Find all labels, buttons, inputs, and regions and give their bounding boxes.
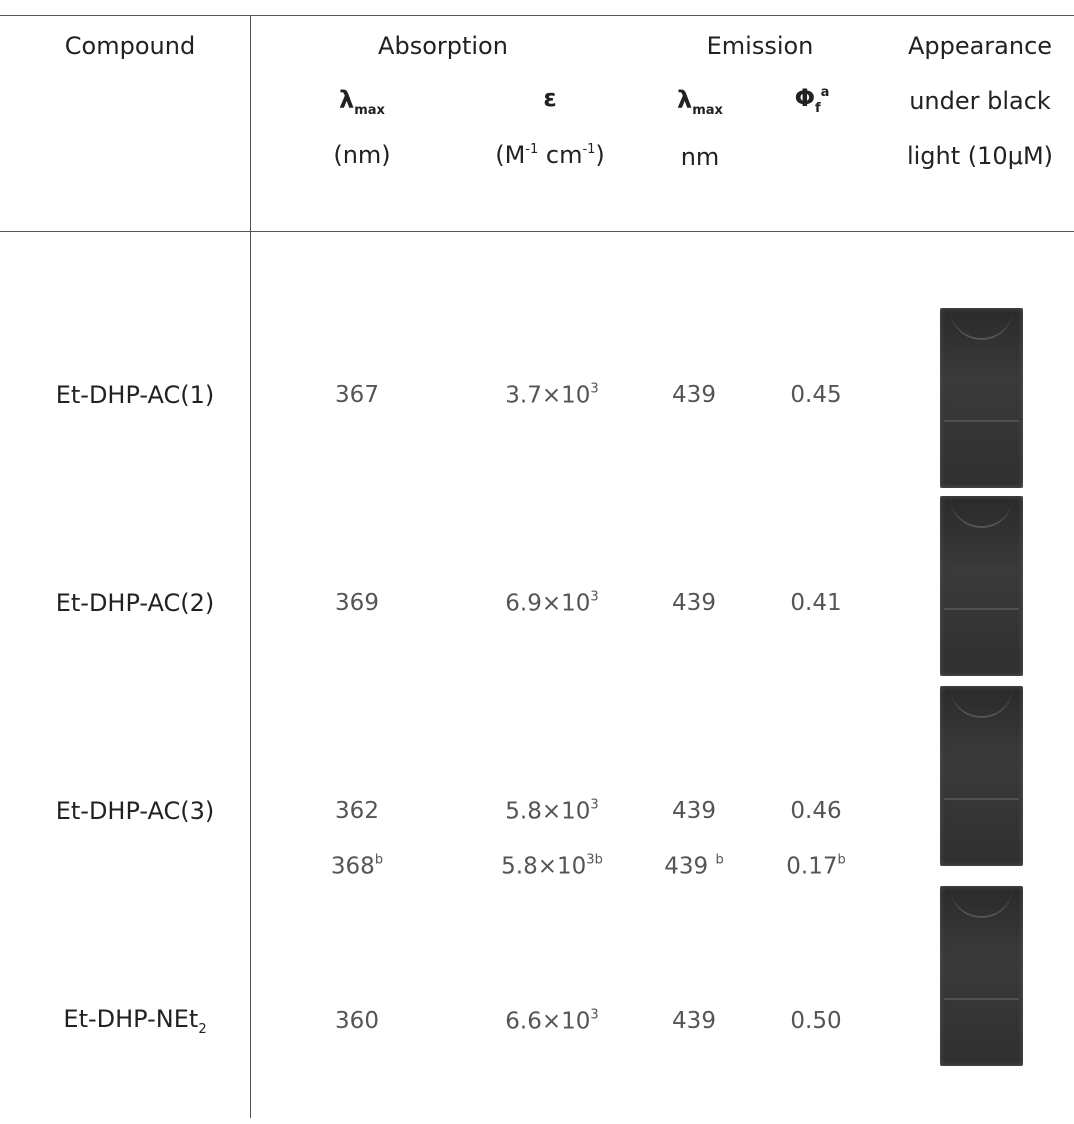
cell-phi: 0.41 <box>790 590 841 616</box>
cell-epsilon-superscript: 3 <box>590 798 598 813</box>
header-appearance-text: under black <box>909 87 1051 115</box>
cell-epsilon: 5.8×103b <box>501 853 603 880</box>
header-phi-subscript: f <box>815 101 821 116</box>
cuvette-image <box>940 308 1023 488</box>
header-compound-text: Compound <box>65 32 195 60</box>
cell-epsilon-superscript: 3 <box>590 590 598 605</box>
cell-lambda-em: 439 <box>672 1008 716 1034</box>
header-appearance: under black <box>909 87 1051 115</box>
header-epsilon: ε <box>543 84 556 112</box>
header-appearance-text: Appearance <box>908 32 1052 60</box>
cell-epsilon-superscript: 3 <box>590 1008 598 1023</box>
cell-lambda-em: 439 <box>672 382 716 408</box>
cell-phi-text: 0.45 <box>790 382 841 408</box>
header-absorption-text: Absorption <box>378 32 508 60</box>
cell-lambda-abs: 368b <box>331 853 383 880</box>
header-lambda-em-subscript: max <box>692 103 723 118</box>
cell-lambda-abs-text: 360 <box>335 1008 379 1034</box>
cell-epsilon-text: 5.8×10 <box>501 854 586 880</box>
header-appearance-text: light (10μM) <box>907 142 1053 170</box>
cell-lambda-abs-text: 367 <box>335 382 379 408</box>
cell-lambda-em-text: 439 <box>664 854 715 880</box>
header-lambda-abs: λmax <box>339 86 385 118</box>
header-epsilon-text: ε <box>543 84 556 112</box>
compound-name-text: Et-DHP-AC(3) <box>56 797 215 825</box>
cell-epsilon: 5.8×103 <box>505 798 598 825</box>
header-emission: Emission <box>707 32 814 60</box>
cell-lambda-abs-superscript: b <box>375 853 383 868</box>
cell-epsilon: 6.6×103 <box>505 1008 598 1035</box>
cell-phi: 0.45 <box>790 382 841 408</box>
unit-part: cm <box>538 141 582 169</box>
header-lambda-abs-subscript: max <box>354 103 385 118</box>
cuvette-image <box>940 686 1023 866</box>
cell-epsilon-superscript: 3b <box>586 853 603 868</box>
cell-lambda-abs-text: 369 <box>335 590 379 616</box>
cell-lambda-abs: 367 <box>335 382 379 408</box>
cell-lambda-em-text: 439 <box>672 1008 716 1034</box>
header-emission-text: Emission <box>707 32 814 60</box>
top-rule <box>0 15 1074 16</box>
cell-lambda-em-superscript: b <box>715 853 723 868</box>
header-absorption: Absorption <box>378 32 508 60</box>
unit-part: -1 <box>525 142 538 157</box>
column-rule <box>250 15 251 1118</box>
cell-epsilon-superscript: 3 <box>590 382 598 397</box>
header-lambda-em-text: λ <box>677 86 692 114</box>
cuvette-image <box>940 886 1023 1066</box>
header-abs-unit-text: (nm) <box>333 141 390 169</box>
compound-name: Et-DHP-NEt2 <box>63 1005 206 1037</box>
compound-name: Et-DHP-AC(1) <box>56 381 215 409</box>
cell-epsilon-text: 3.7×10 <box>505 383 590 409</box>
header-phi: Φfa <box>795 84 830 116</box>
compound-name: Et-DHP-AC(3) <box>56 797 215 825</box>
header-em-unit: nm <box>681 143 720 171</box>
page: Compound Absorption Emission Appearance unde… <box>0 0 1074 1124</box>
cell-lambda-abs-text: 362 <box>335 798 379 824</box>
cell-phi-text: 0.46 <box>790 798 841 824</box>
cell-lambda-abs: 360 <box>335 1008 379 1034</box>
compound-name-text: Et-DHP-NEt <box>63 1005 198 1033</box>
unit-part: ) <box>595 141 604 169</box>
cell-lambda-abs-text: 368 <box>331 854 375 880</box>
cell-phi-text: 0.50 <box>790 1008 841 1034</box>
cell-lambda-em: 439 <box>672 590 716 616</box>
cell-lambda-em-text: 439 <box>672 798 716 824</box>
unit-part: -1 <box>582 142 595 157</box>
cuvette-image <box>940 496 1023 676</box>
cell-phi-text: 0.41 <box>790 590 841 616</box>
cell-phi: 0.46 <box>790 798 841 824</box>
cell-epsilon: 3.7×103 <box>505 382 598 409</box>
cell-phi-superscript: b <box>837 853 845 868</box>
unit-part: (M <box>495 141 525 169</box>
cell-lambda-abs: 369 <box>335 590 379 616</box>
cell-epsilon-text: 5.8×10 <box>505 799 590 825</box>
header-epsilon-unit: (M-1 cm-1) <box>495 141 605 169</box>
cell-lambda-em: 439 <box>672 798 716 824</box>
cell-epsilon-text: 6.6×10 <box>505 1009 590 1035</box>
cell-lambda-em-text: 439 <box>672 382 716 408</box>
header-phi-text: Φ <box>795 84 815 112</box>
cell-lambda-em-text: 439 <box>672 590 716 616</box>
compound-name-text: Et-DHP-AC(1) <box>56 381 215 409</box>
header-lambda-em: λmax <box>677 86 723 118</box>
cell-lambda-abs: 362 <box>335 798 379 824</box>
cell-epsilon: 6.9×103 <box>505 590 598 617</box>
compound-name-text: Et-DHP-AC(2) <box>56 589 215 617</box>
cell-lambda-em: 439 b <box>664 853 723 880</box>
compound-name: Et-DHP-AC(2) <box>56 589 215 617</box>
cell-phi: 0.50 <box>790 1008 841 1034</box>
header-lambda-abs-text: λ <box>339 86 354 114</box>
header-appearance: Appearance <box>908 32 1052 60</box>
header-appearance: light (10μM) <box>907 142 1053 170</box>
header-phi-superscript: a <box>821 85 830 100</box>
header-compound: Compound <box>65 32 195 60</box>
header-em-unit-text: nm <box>681 143 720 171</box>
cell-phi: 0.17b <box>786 853 845 880</box>
header-abs-unit: (nm) <box>333 141 390 169</box>
cell-phi-text: 0.17 <box>786 854 837 880</box>
cell-epsilon-text: 6.9×10 <box>505 591 590 617</box>
header-rule <box>0 231 1074 232</box>
compound-name-subscript: 2 <box>198 1022 206 1037</box>
